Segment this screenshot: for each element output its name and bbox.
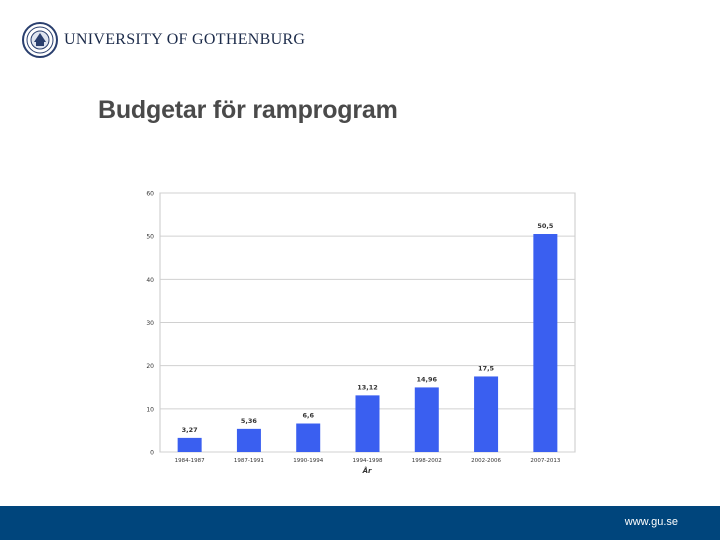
x-tick-label: 1998-2002 (412, 458, 442, 464)
data-label: 13,12 (357, 383, 378, 391)
x-tick-label: 1984-1987 (175, 458, 205, 464)
x-tick-label: 1990-1994 (293, 458, 323, 464)
x-tick-label: 2007-2013 (530, 458, 560, 464)
bar (355, 395, 380, 452)
y-tick-label: 10 (146, 406, 154, 413)
data-label: 3,27 (182, 426, 198, 434)
y-tick-label: 20 (146, 363, 154, 370)
y-tick-label: 30 (146, 320, 154, 327)
university-seal-icon (22, 22, 58, 58)
y-tick-label: 60 (146, 191, 154, 198)
y-tick-label: 50 (146, 234, 154, 241)
data-label: 5,36 (241, 417, 258, 425)
bar (474, 376, 499, 452)
bar (236, 428, 261, 452)
y-tick-label: 40 (146, 277, 154, 284)
data-label: 6,6 (302, 412, 314, 420)
x-axis-title: År (362, 466, 372, 475)
y-tick-label: 0 (150, 450, 154, 457)
data-label: 50,5 (537, 222, 554, 230)
x-tick-label: 2002-2006 (471, 458, 501, 464)
bar (296, 423, 321, 452)
chart-bars (177, 234, 558, 452)
chart-labels: 0 10 20 30 40 50 60 3,27 1984-1987 5,36 1987-1991 6… (146, 191, 560, 465)
bar (414, 387, 439, 452)
x-tick-label: 1994-1998 (353, 458, 383, 464)
logo-row: UNIVERSITY OF GOTHENBURG (22, 20, 305, 60)
bar (533, 234, 558, 452)
data-label: 17,5 (478, 364, 495, 372)
slide-title: Budgetar för ramprogram (98, 96, 398, 124)
footer-bar: www.gu.se (0, 506, 720, 540)
data-label: 14,96 (417, 375, 438, 383)
x-tick-label: 1987-1991 (234, 458, 264, 464)
bar-chart: 0 10 20 30 40 50 60 3,27 1984-1987 5,36 1987-1991 6… (146, 191, 576, 475)
university-name: UNIVERSITY OF GOTHENBURG (64, 31, 306, 48)
bar (177, 437, 202, 452)
footer-url: www.gu.se (624, 516, 678, 528)
